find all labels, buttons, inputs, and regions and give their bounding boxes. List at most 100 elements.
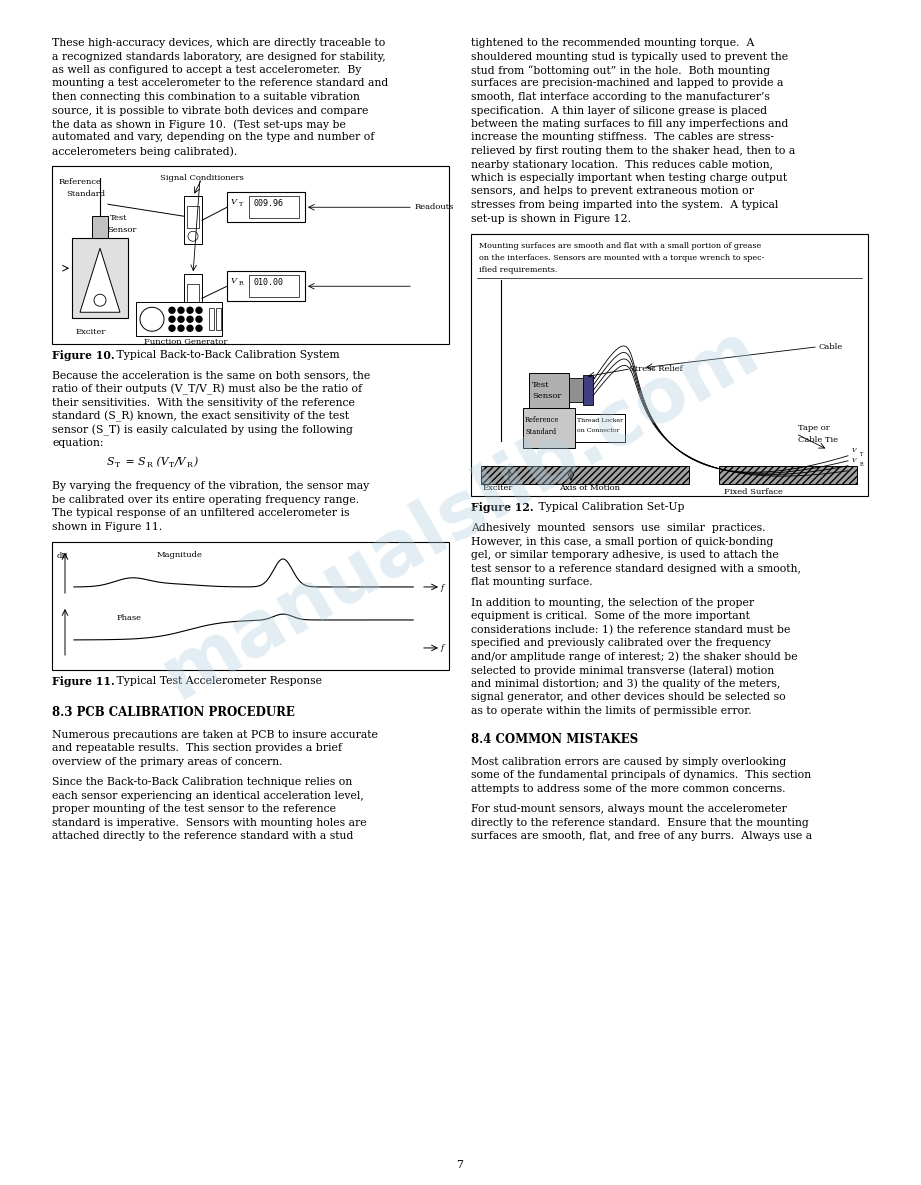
Text: considerations include: 1) the reference standard must be: considerations include: 1) the reference… bbox=[471, 624, 790, 635]
Text: and minimal distortion; and 3) the quality of the meters,: and minimal distortion; and 3) the quali… bbox=[471, 679, 780, 690]
Text: Reference: Reference bbox=[59, 178, 102, 186]
Text: These high-accuracy devices, which are directly traceable to: These high-accuracy devices, which are d… bbox=[52, 38, 385, 49]
Text: attached directly to the reference standard with a stud: attached directly to the reference stand… bbox=[52, 831, 354, 841]
Text: T: T bbox=[860, 451, 863, 456]
Circle shape bbox=[196, 307, 202, 313]
Text: For stud-mount sensors, always mount the accelerometer: For stud-mount sensors, always mount the… bbox=[471, 805, 787, 814]
Bar bbox=[227, 192, 305, 223]
Bar bbox=[481, 466, 689, 483]
Text: T: T bbox=[115, 461, 120, 469]
Text: 7: 7 bbox=[456, 1160, 463, 1170]
Circle shape bbox=[169, 316, 175, 322]
Text: source, it is possible to vibrate both devices and compare: source, it is possible to vibrate both d… bbox=[52, 105, 368, 115]
Text: V: V bbox=[231, 198, 237, 206]
Circle shape bbox=[188, 231, 198, 242]
Text: sensors, and helps to prevent extraneous motion or: sensors, and helps to prevent extraneous… bbox=[471, 186, 754, 197]
Text: However, in this case, a small portion of quick-bonding: However, in this case, a small portion o… bbox=[471, 537, 774, 546]
Circle shape bbox=[140, 307, 164, 332]
Text: standard is imperative.  Sensors with mounting holes are: standard is imperative. Sensors with mou… bbox=[52, 818, 367, 827]
Text: proper mounting of the test sensor to the reference: proper mounting of the test sensor to th… bbox=[52, 805, 336, 814]
Text: manualslib.com: manualslib.com bbox=[149, 312, 772, 713]
Text: Thread Locker: Thread Locker bbox=[577, 418, 623, 423]
Circle shape bbox=[178, 316, 184, 322]
Text: stresses from being imparted into the system.  A typical: stresses from being imparted into the sy… bbox=[471, 200, 778, 210]
Text: accelerometers being calibrated).: accelerometers being calibrated). bbox=[52, 146, 238, 156]
Text: f: f bbox=[441, 643, 444, 652]
Bar bbox=[471, 233, 868, 495]
Text: Magnitude: Magnitude bbox=[157, 551, 203, 559]
Text: Tape or: Tape or bbox=[798, 424, 830, 431]
Text: Because the acceleration is the same on both sensors, the: Because the acceleration is the same on … bbox=[52, 371, 370, 380]
Bar bbox=[52, 542, 449, 670]
Text: R: R bbox=[860, 462, 864, 467]
Text: Standard: Standard bbox=[525, 428, 556, 436]
Circle shape bbox=[169, 307, 175, 313]
Text: on Connector: on Connector bbox=[577, 428, 620, 433]
Bar bbox=[216, 308, 221, 331]
Text: 009.96: 009.96 bbox=[253, 199, 283, 209]
Bar bbox=[575, 414, 625, 442]
Text: overview of the primary areas of concern.: overview of the primary areas of concern… bbox=[52, 757, 283, 767]
Text: T: T bbox=[169, 461, 174, 469]
Text: some of the fundamental principals of dynamics.  This section: some of the fundamental principals of dy… bbox=[471, 770, 811, 781]
Text: Function Generator: Function Generator bbox=[144, 338, 227, 346]
Text: directly to the reference standard.  Ensure that the mounting: directly to the reference standard. Ensu… bbox=[471, 818, 809, 827]
Text: ): ) bbox=[193, 457, 197, 467]
Text: be calibrated over its entire operating frequency range.: be calibrated over its entire operating … bbox=[52, 494, 359, 505]
Text: dB: dB bbox=[57, 552, 68, 561]
Text: equipment is critical.  Some of the more important: equipment is critical. Some of the more … bbox=[471, 611, 750, 621]
Text: By varying the frequency of the vibration, the sensor may: By varying the frequency of the vibratio… bbox=[52, 481, 369, 492]
Text: Most calibration errors are caused by simply overlooking: Most calibration errors are caused by si… bbox=[471, 757, 787, 767]
Bar bbox=[92, 216, 108, 238]
Text: V: V bbox=[852, 448, 857, 453]
Text: Sensor: Sensor bbox=[532, 392, 562, 399]
Bar bbox=[227, 271, 305, 301]
Text: gel, or similar temporary adhesive, is used to attach the: gel, or similar temporary adhesive, is u… bbox=[471, 550, 779, 561]
Bar bbox=[529, 373, 569, 408]
Text: the data as shown in Figure 10.  (Test set-ups may be: the data as shown in Figure 10. (Test se… bbox=[52, 118, 346, 129]
Circle shape bbox=[187, 307, 193, 313]
Text: Axis of Motion: Axis of Motion bbox=[559, 483, 620, 492]
Text: 8.4 COMMON MISTAKES: 8.4 COMMON MISTAKES bbox=[471, 732, 638, 745]
Text: T: T bbox=[239, 203, 243, 207]
Text: Reference: Reference bbox=[525, 416, 559, 424]
Text: S: S bbox=[107, 457, 114, 467]
Text: V: V bbox=[231, 277, 237, 286]
Text: f: f bbox=[441, 584, 444, 592]
Text: and repeatable results.  This section provides a brief: and repeatable results. This section pro… bbox=[52, 743, 342, 754]
Text: selected to provide minimal transverse (lateral) motion: selected to provide minimal transverse (… bbox=[471, 665, 775, 675]
Text: equation:: equation: bbox=[52, 438, 103, 448]
Text: set-up is shown in Figure 12.: set-up is shown in Figure 12. bbox=[471, 213, 631, 224]
Text: R: R bbox=[187, 461, 192, 469]
Text: Since the Back-to-Back Calibration technique relies on: Since the Back-to-Back Calibration techn… bbox=[52, 777, 352, 787]
Text: specified and previously calibrated over the frequency: specified and previously calibrated over… bbox=[471, 638, 771, 648]
Circle shape bbox=[94, 294, 106, 306]
Text: smooth, flat interface according to the manufacturer’s: smooth, flat interface according to the … bbox=[471, 92, 770, 102]
Text: = S: = S bbox=[122, 457, 146, 467]
Text: standard (S_R) known, the exact sensitivity of the test: standard (S_R) known, the exact sensitiv… bbox=[52, 411, 349, 422]
Bar bbox=[523, 408, 575, 448]
Text: Exciter: Exciter bbox=[483, 483, 513, 492]
Text: 010.00: 010.00 bbox=[253, 278, 283, 287]
Polygon shape bbox=[80, 248, 120, 313]
Text: Cable: Cable bbox=[818, 342, 842, 351]
Text: increase the mounting stiffness.  The cables are stress-: increase the mounting stiffness. The cab… bbox=[471, 133, 774, 142]
Circle shape bbox=[178, 325, 184, 332]
Bar bbox=[72, 238, 128, 319]
Text: V: V bbox=[852, 457, 857, 463]
Text: signal generator, and other devices should be selected so: signal generator, and other devices shou… bbox=[471, 692, 786, 702]
Text: as to operate within the limits of permissible error.: as to operate within the limits of permi… bbox=[471, 705, 752, 716]
Text: Readouts: Readouts bbox=[415, 204, 454, 211]
Text: a recognized standards laboratory, are designed for stability,: a recognized standards laboratory, are d… bbox=[52, 51, 386, 62]
Text: Standard: Standard bbox=[66, 191, 105, 198]
Circle shape bbox=[187, 325, 193, 332]
Circle shape bbox=[178, 307, 184, 313]
Text: shouldered mounting stud is typically used to prevent the: shouldered mounting stud is typically us… bbox=[471, 51, 788, 62]
Text: Figure 12.: Figure 12. bbox=[471, 501, 533, 513]
Text: Figure 10.: Figure 10. bbox=[52, 351, 114, 361]
Text: attempts to address some of the more common concerns.: attempts to address some of the more com… bbox=[471, 784, 786, 794]
Text: Figure 11.: Figure 11. bbox=[52, 675, 115, 687]
Bar bbox=[52, 166, 449, 345]
Text: Typical Calibration Set-Up: Typical Calibration Set-Up bbox=[535, 501, 684, 512]
Bar bbox=[249, 275, 299, 297]
